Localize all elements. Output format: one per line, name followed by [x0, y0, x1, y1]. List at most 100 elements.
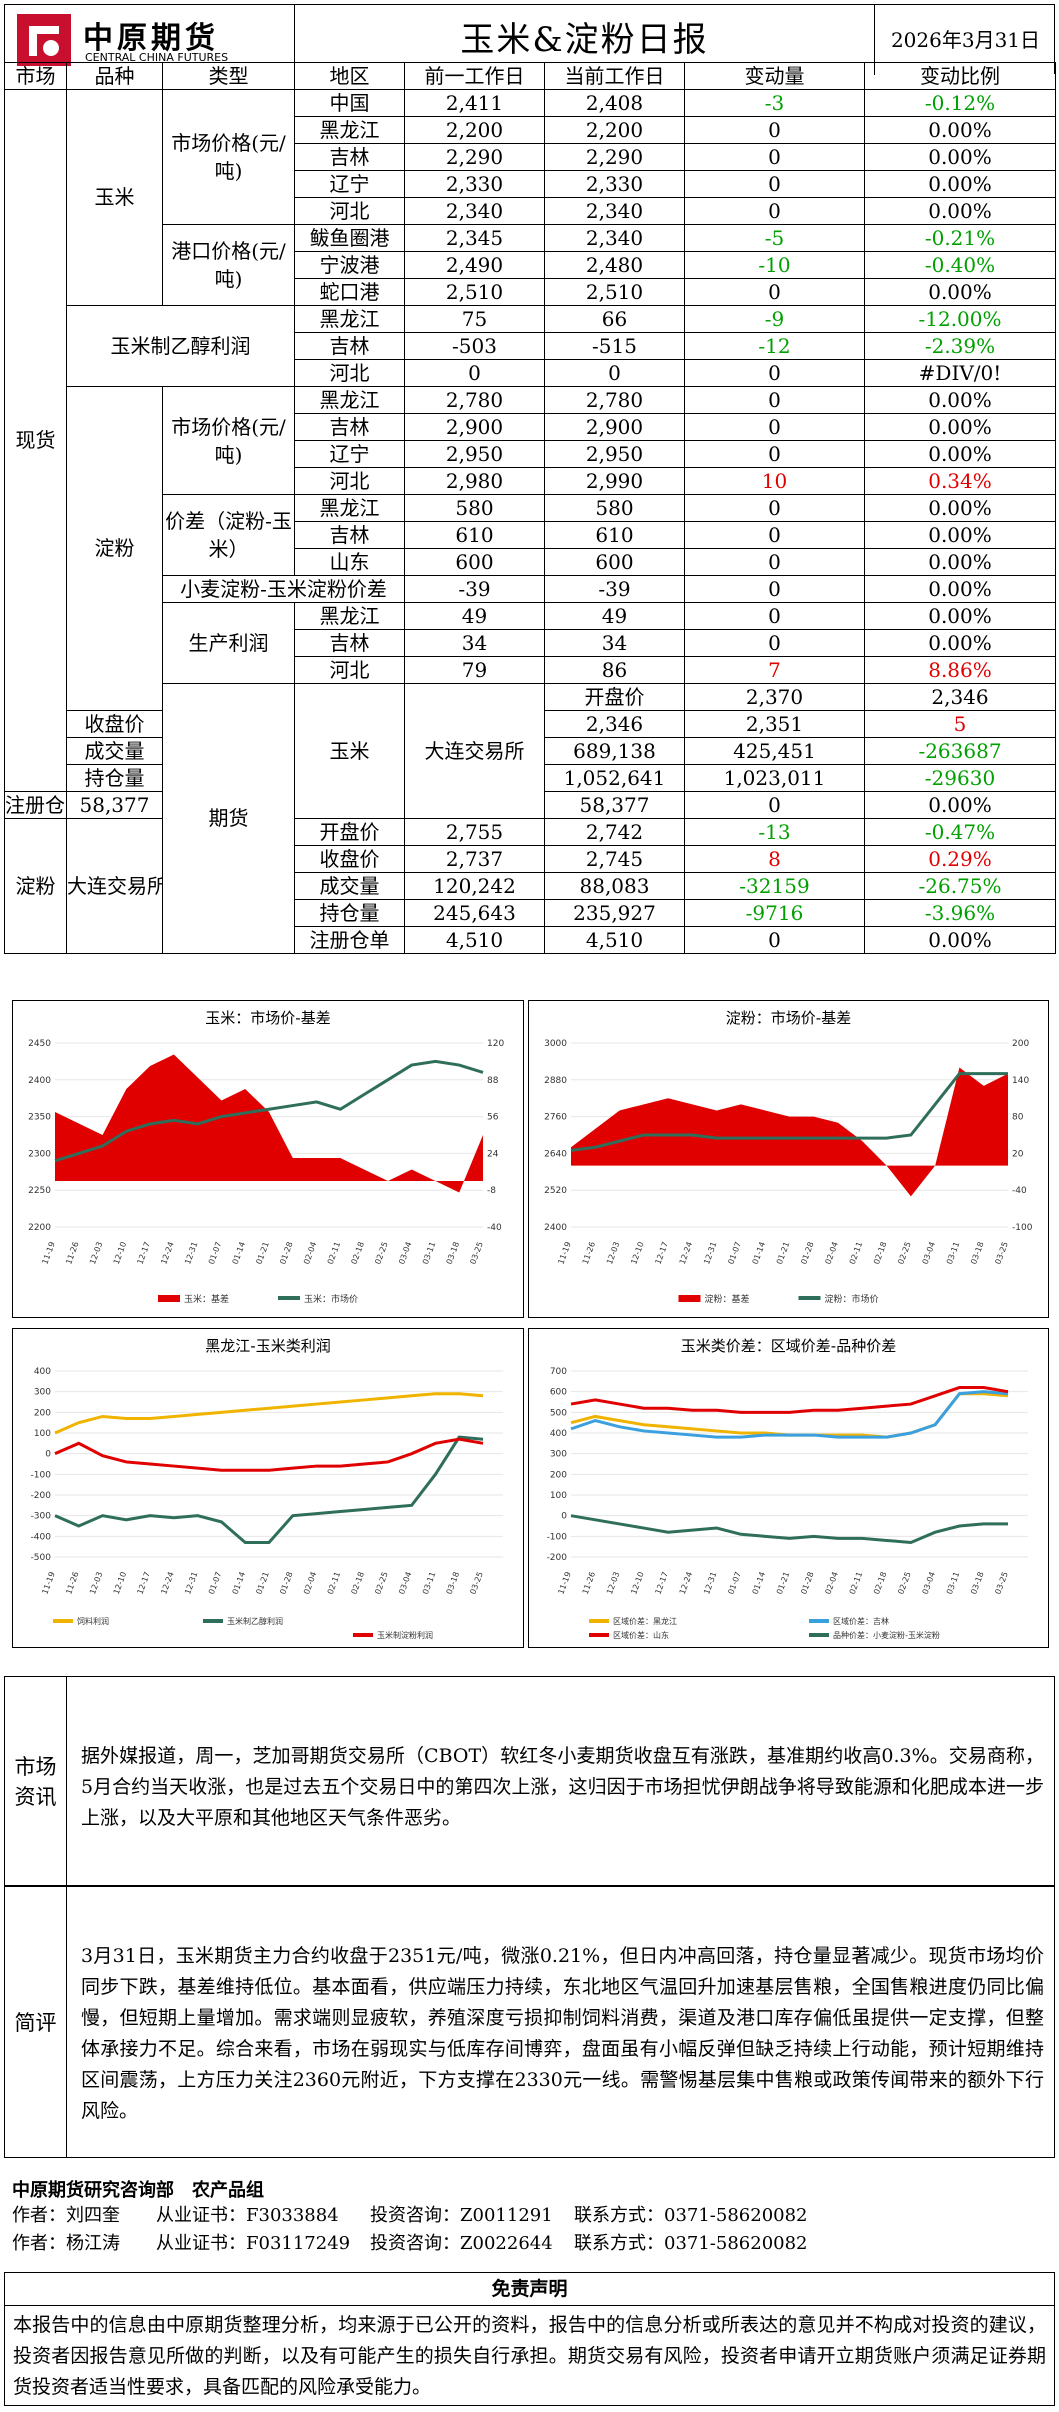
- x-tick-label: 01-07: [726, 1241, 742, 1266]
- prev-day-cell: 34: [404, 629, 545, 657]
- x-tick-label: 12-17: [654, 1571, 670, 1596]
- prev-day-cell: -503: [404, 332, 545, 360]
- starch-label: 淀粉: [66, 386, 163, 711]
- region-cell: 吉林: [294, 413, 405, 441]
- x-tick-label: 03-04: [397, 1571, 413, 1596]
- change-pct-cell: 0.00%: [864, 143, 1056, 171]
- table-row: 河北 0 0 0 #DIV/0!: [5, 359, 1056, 387]
- y-tick-label: 2880: [544, 1076, 567, 1086]
- starch-futures-label: 淀粉: [4, 818, 67, 954]
- prev-day-cell: 120,242: [404, 872, 545, 900]
- prev-day-cell: 2,200: [404, 116, 545, 144]
- x-tick-label: 01-07: [207, 1241, 223, 1266]
- price-table: 市场 品种 类型 地区 前一工作日 当前工作日 变动量 变动比例 现货 玉米 市场价格(元/吨) 中国…: [4, 62, 1056, 954]
- change-pct-cell: 0.00%: [864, 170, 1056, 198]
- change-pct-cell: 8.86%: [864, 656, 1056, 684]
- change-pct-cell: -0.40%: [864, 251, 1056, 279]
- current-day-cell: 580: [544, 494, 685, 522]
- prev-day-cell: 2,755: [404, 818, 545, 846]
- legend-swatch: [53, 1619, 73, 1623]
- basis-area: [571, 1067, 1008, 1197]
- x-tick-label: 02-25: [373, 1241, 389, 1266]
- y-tick-label: 200: [550, 1470, 567, 1480]
- change-cell: 0: [684, 602, 865, 630]
- author-name: 作者：杨江涛: [12, 2233, 120, 2254]
- author-contact: 联系方式：0371-58620082: [574, 2205, 808, 2226]
- y2-tick-label: -40: [1012, 1186, 1027, 1196]
- y-tick-label: 0: [45, 1450, 51, 1460]
- change-pct-cell: 0.00%: [864, 926, 1056, 954]
- x-tick-label: 02-04: [824, 1241, 840, 1266]
- x-tick-label: 12-31: [183, 1241, 199, 1266]
- comment-section: 简评 3月31日，玉米期货主力合约收盘于2351元/吨，微涨0.21%，但日内冲…: [4, 1886, 1055, 2158]
- legend-swatch: [278, 1296, 300, 1300]
- change-cell: 0: [684, 143, 865, 171]
- current-day-cell: 610: [544, 521, 685, 549]
- x-tick-label: 02-11: [326, 1571, 342, 1596]
- region-cell: 黑龙江: [294, 494, 405, 522]
- x-tick-label: 01-14: [231, 1241, 247, 1266]
- change-cell: -5: [684, 224, 865, 252]
- change-cell: -263687: [864, 737, 1056, 765]
- region-cell: 鲅鱼圈港: [294, 224, 405, 252]
- legend-swatch: [798, 1296, 821, 1300]
- change-pct-cell: -0.12%: [864, 89, 1056, 117]
- current-day-cell: 2,510: [544, 278, 685, 306]
- disclaimer-text: 本报告中的信息由中原期货整理分析，均来源于已公开的资料，报告中的信息分析或所表达…: [4, 2306, 1055, 2406]
- author-consult: 投资咨询：Z0022644: [370, 2233, 553, 2254]
- change-pct-cell: -12.00%: [864, 305, 1056, 333]
- prev-day-cell: 2,345: [404, 224, 545, 252]
- legend-label: 玉米：基差: [184, 1293, 229, 1305]
- current-day-cell: 4,510: [544, 926, 685, 954]
- x-tick-label: 02-18: [872, 1571, 888, 1596]
- current-day-cell: 2,780: [544, 386, 685, 414]
- market-futures-label: 期货: [162, 683, 295, 954]
- x-tick-label: 03-18: [445, 1571, 461, 1596]
- x-tick-label: 12-17: [654, 1241, 670, 1266]
- change-cell: -29630: [864, 764, 1056, 792]
- legend-swatch: [809, 1619, 829, 1623]
- current-day-cell: -515: [544, 332, 685, 360]
- prev-day-cell: 2,370: [684, 683, 865, 711]
- x-tick-label: 11-19: [40, 1571, 56, 1596]
- corn-market-price-label: 市场价格(元/吨): [162, 89, 295, 225]
- current-day-cell: 600: [544, 548, 685, 576]
- current-day-cell: -39: [544, 575, 685, 603]
- table-row: 持仓量 245,643 235,927 -9716 -3.96%: [5, 899, 1056, 927]
- current-day-cell: 2,340: [544, 197, 685, 225]
- change-cell: 0: [684, 359, 865, 387]
- prev-day-cell: 1,052,641: [544, 764, 685, 792]
- prev-day-cell: 580: [404, 494, 545, 522]
- y-tick-label: 2400: [544, 1223, 567, 1233]
- series-line: [570, 1514, 1008, 1545]
- header-cell: 当前工作日: [544, 62, 685, 90]
- price-line: [54, 1059, 484, 1163]
- logo-en: CENTRAL CHINA FUTURES: [85, 51, 229, 64]
- y2-tick-label: -100: [1012, 1223, 1033, 1233]
- current-day-cell: 86: [544, 656, 685, 684]
- x-tick-label: 03-04: [921, 1571, 937, 1596]
- change-cell: 0: [684, 386, 865, 414]
- author-row: 作者：杨江涛 从业证书：F03117249 投资咨询：Z0022644 联系方式：03…: [12, 2230, 1055, 2258]
- prev-day-cell: 2,900: [404, 413, 545, 441]
- x-tick-label: 01-14: [231, 1571, 247, 1596]
- table-row: 市场 品种 类型 地区 前一工作日 当前工作日 变动量 变动比例: [4, 62, 1056, 90]
- y-tick-label: 400: [34, 1367, 51, 1377]
- header-cell: 市场: [4, 62, 67, 90]
- prev-day-cell: -39: [404, 575, 545, 603]
- x-tick-label: 01-28: [799, 1241, 815, 1266]
- table-row: 玉米制乙醇利润 黑龙江 75 66 -9 -12.00%: [5, 305, 1056, 387]
- change-cell: 0: [684, 116, 865, 144]
- region-cell: 持仓量: [66, 764, 163, 792]
- report-title: 玉米&淀粉日报: [295, 5, 875, 75]
- legend-label: 淀粉：基差: [705, 1293, 750, 1305]
- chart-title: 黑龙江-玉米类利润: [205, 1337, 331, 1355]
- current-day-cell: 2,340: [544, 224, 685, 252]
- x-tick-label: 03-25: [468, 1241, 484, 1266]
- x-tick-label: 12-17: [136, 1241, 152, 1266]
- prev-day-cell: 2,411: [404, 89, 545, 117]
- x-tick-label: 11-26: [64, 1571, 80, 1596]
- region-cell: 中国: [294, 89, 405, 117]
- y-tick-label: 400: [550, 1429, 567, 1439]
